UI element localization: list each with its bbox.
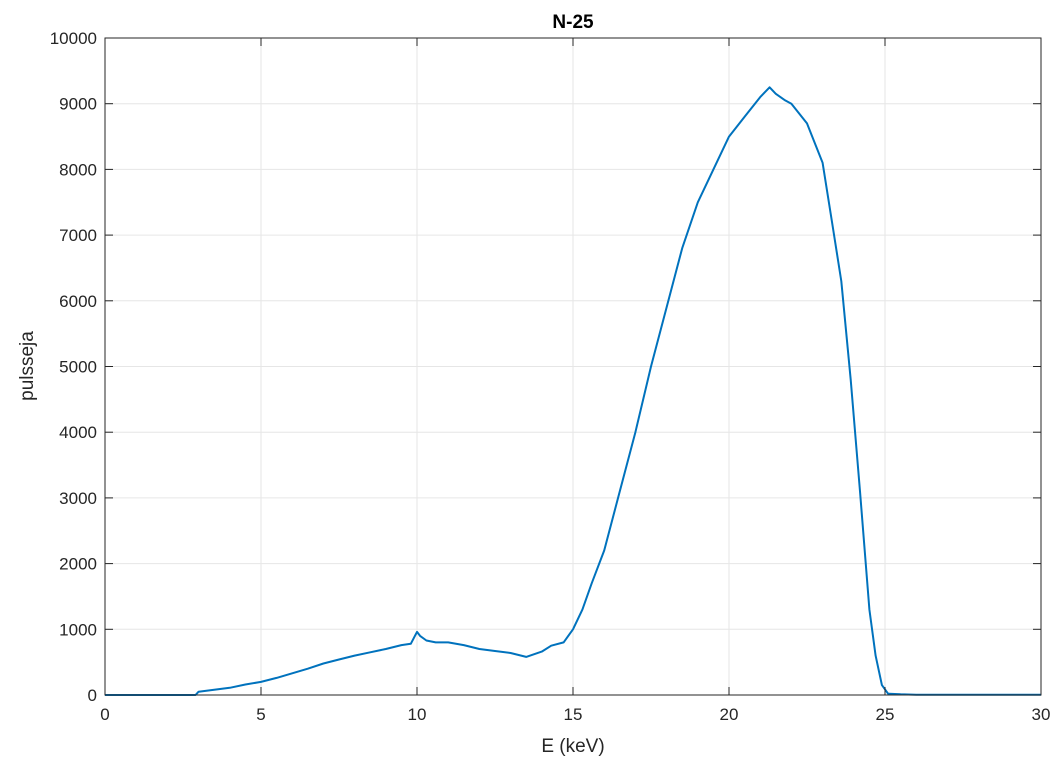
chart-title: N-25 <box>552 12 594 33</box>
y-tick-label: 10000 <box>50 29 97 48</box>
x-tick-label: 0 <box>100 705 109 724</box>
y-tick-label: 0 <box>88 686 97 705</box>
y-tick-label: 9000 <box>59 95 97 114</box>
x-axis-label: E (keV) <box>541 736 604 757</box>
x-tick-label: 25 <box>876 705 895 724</box>
y-tick-label: 2000 <box>59 555 97 574</box>
y-tick-label: 8000 <box>59 160 97 179</box>
x-tick-label: 10 <box>408 705 427 724</box>
y-tick-label: 4000 <box>59 423 97 442</box>
y-tick-label: 1000 <box>59 620 97 639</box>
y-axis-ticks: 0 1000 2000 3000 4000 5000 6000 7000 8000 9000 100… <box>50 29 1041 705</box>
x-tick-label: 5 <box>256 705 265 724</box>
x-axis-ticks: 0 5 10 15 20 25 30 <box>100 38 1050 724</box>
x-tick-label: 15 <box>564 705 583 724</box>
y-tick-label: 6000 <box>59 292 97 311</box>
series-line <box>105 86 1041 696</box>
y-axis-label: pulsseja <box>17 331 38 401</box>
x-tick-label: 20 <box>720 705 739 724</box>
y-tick-label: 5000 <box>59 358 97 377</box>
y-tick-label: 7000 <box>59 226 97 245</box>
y-tick-label: 3000 <box>59 489 97 508</box>
x-tick-label: 30 <box>1032 705 1051 724</box>
